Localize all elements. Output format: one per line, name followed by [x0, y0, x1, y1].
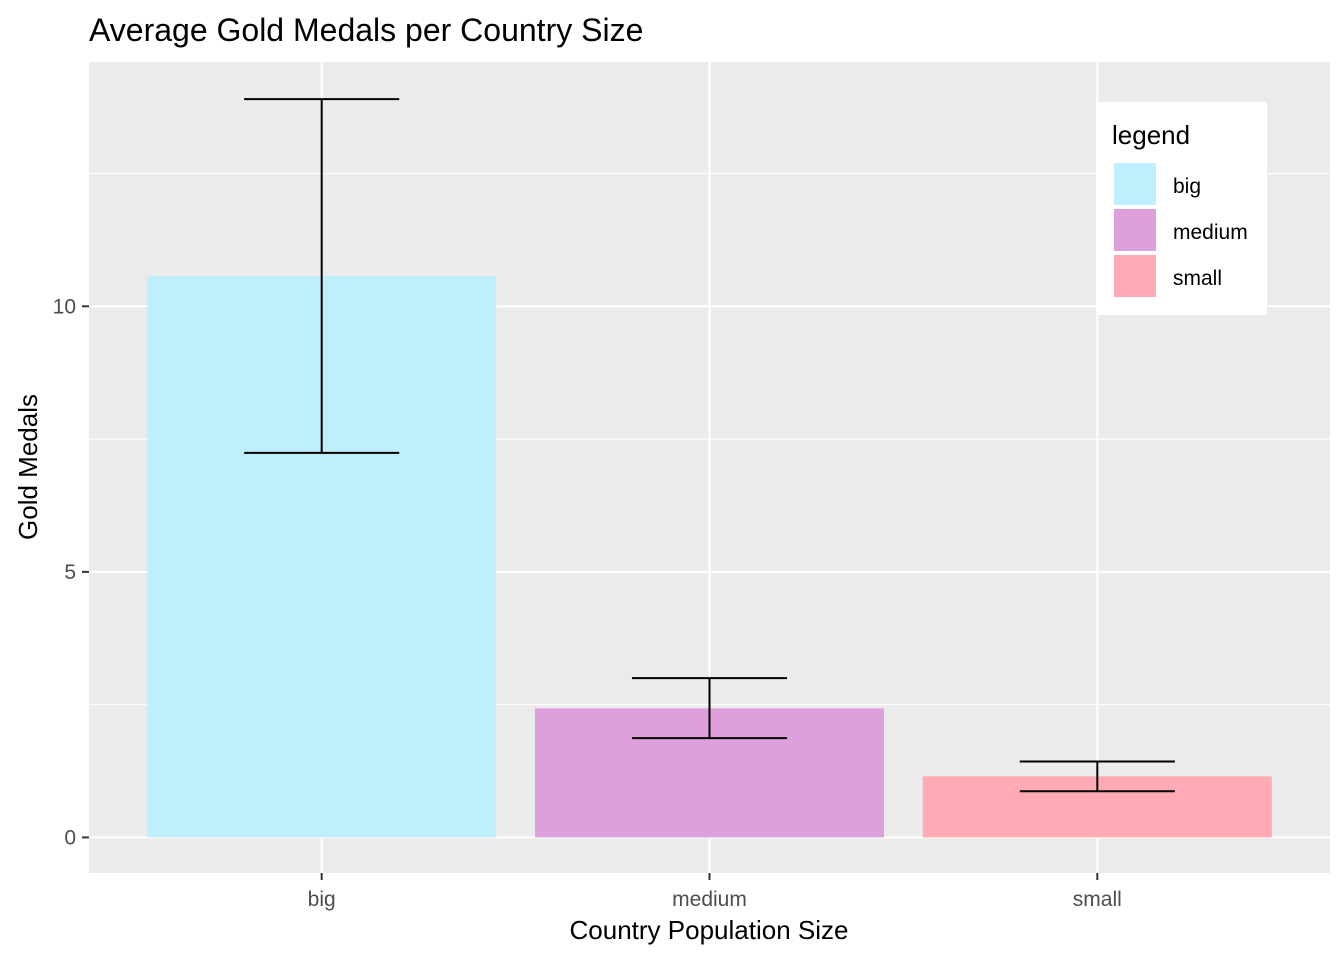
legend-item-big: big	[1114, 163, 1201, 205]
x-axis: big medium small	[308, 873, 1122, 911]
legend-key	[1114, 163, 1156, 205]
y-axis: 0 5 10	[53, 295, 89, 849]
legend-label: small	[1173, 267, 1222, 290]
legend-item-medium: medium	[1114, 209, 1248, 251]
x-axis-title: Country Population Size	[570, 915, 849, 945]
error-bars	[244, 98, 1175, 793]
legend-item-small: small	[1114, 255, 1222, 297]
x-tick-label: small	[1073, 888, 1122, 911]
legend-key	[1114, 209, 1156, 251]
y-axis-title: Gold Medals	[13, 394, 43, 540]
y-tick-label: 0	[64, 826, 76, 849]
legend-label: big	[1173, 175, 1201, 198]
legend: legend big medium small	[1096, 102, 1267, 315]
x-tick-label: big	[308, 888, 336, 911]
chart-title: Average Gold Medals per Country Size	[89, 12, 643, 48]
legend-label: medium	[1173, 221, 1248, 244]
y-tick-label: 5	[64, 561, 76, 584]
legend-key	[1114, 255, 1156, 297]
legend-entries: big medium small	[1114, 163, 1248, 297]
error-bar-small	[1019, 760, 1175, 793]
x-tick-label: medium	[672, 888, 747, 911]
legend-title: legend	[1112, 120, 1190, 150]
error-bar-medium	[631, 677, 788, 740]
error-bar-big	[244, 98, 400, 454]
y-tick-label: 10	[53, 295, 76, 318]
